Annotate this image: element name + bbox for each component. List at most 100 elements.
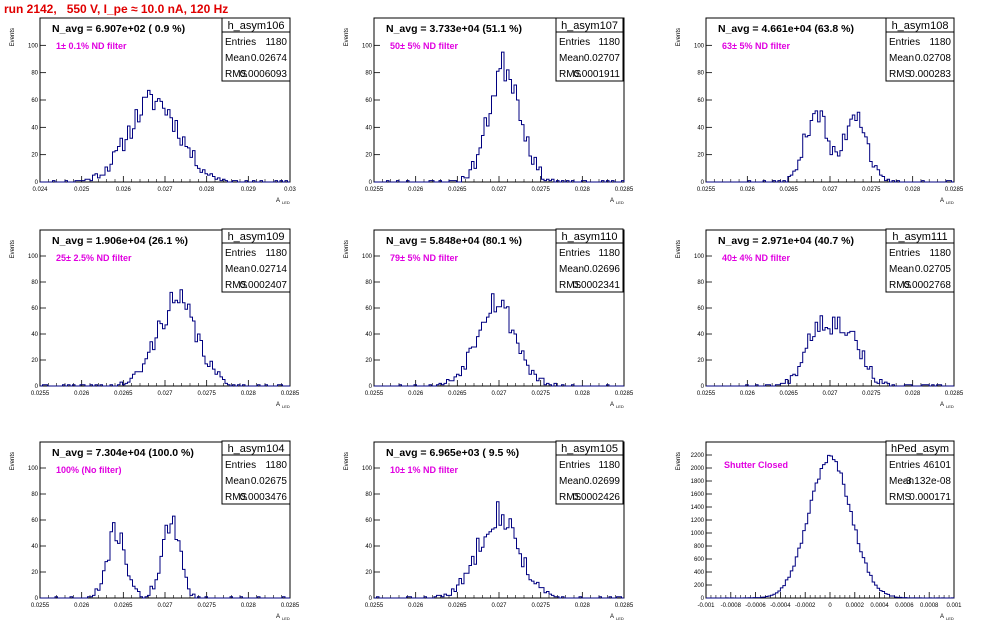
x-tick-label: 0.0285 (615, 391, 634, 397)
y-tick-label: 80 (31, 280, 38, 286)
run-title: run 2142, 550 V, I_pe ≈ 10.0 nA, 120 Hz (4, 2, 229, 16)
y-tick-label: 20 (31, 358, 38, 364)
stats-box-frame (555, 17, 624, 82)
histogram-panel-h_asym106: 0.024 0.025 0.026 0.027 0.028 0.029 0.03 0 20 40 6… (10, 17, 296, 205)
x-tick-label: 0.027 (491, 391, 507, 397)
stats-box: h_asym107 Entries 1180 Mean 0.02707RMS0.0001… (555, 17, 624, 82)
x-tick-label: 0.0265 (448, 603, 467, 609)
n-avg-label: N_avg = 4.661e+04 (63.8 %) (718, 23, 854, 35)
x-tick-label: 0.026 (408, 603, 424, 609)
x-tick-label: 0.0275 (862, 187, 881, 193)
x-tick-label: 0.026 (740, 391, 756, 397)
x-tick-label: 0.0265 (114, 603, 133, 609)
x-tick-label: 0.0004 (870, 603, 889, 609)
x-axis-title: A (940, 614, 944, 620)
x-tick-label: -0.001 (697, 603, 715, 609)
x-tick-label: 0.027 (491, 187, 507, 193)
y-tick-label: 20 (365, 153, 372, 159)
stats-box: h_asym108 Entries 1180 Mean 0.02708RMS0.0002… (885, 17, 955, 82)
x-tick-label: 0.028 (905, 391, 921, 397)
x-tick-label: 0.0285 (281, 603, 300, 609)
y-tick-label: 20 (697, 358, 704, 364)
x-tick-label: 0.0275 (531, 187, 550, 193)
y-axis-title: Events (344, 240, 350, 258)
x-tick-label: 0.0255 (31, 391, 50, 397)
stats-label: RMS (559, 492, 582, 503)
x-tick-label: 0.029 (241, 187, 257, 193)
y-tick-label: 60 (365, 518, 372, 524)
x-tick-label: 0.0006 (895, 603, 914, 609)
stats-label: Entries (559, 37, 590, 48)
x-tick-label: 0 (828, 603, 832, 609)
y-tick-label: 40 (31, 544, 38, 550)
stats-box: hPed_asym Entries 46101 Mean-3.132e-08 RMS0.… (885, 440, 955, 505)
x-tick-label: 0.0275 (862, 391, 881, 397)
x-tick-label: 0.0255 (365, 603, 384, 609)
x-tick-label: 0.0265 (779, 391, 798, 397)
stats-box: h_asym106 Entries 1180 Mean 0.02674RMS0.0006… (221, 17, 291, 82)
stats-label: RMS (889, 492, 912, 503)
filter-annotation: Shutter Closed (724, 460, 788, 470)
filter-annotation: 25± 2.5% ND filter (56, 253, 132, 263)
x-axis-title: A (276, 402, 280, 408)
stats-label: RMS (225, 492, 248, 503)
stats-box: h_asym109 Entries 1180 Mean 0.02714RMS0.0002… (221, 228, 291, 293)
x-axis-title-subscript: LED (282, 404, 290, 409)
x-tick-label: 0.028 (575, 187, 591, 193)
stats-box-frame (221, 17, 291, 82)
x-axis-title: A (276, 198, 280, 204)
stats-value: 0.02707 (584, 53, 621, 64)
x-tick-label: 0.028 (575, 391, 591, 397)
y-tick-label: 100 (28, 43, 39, 49)
y-tick-label: 1200 (691, 518, 705, 524)
y-tick-label: 40 (365, 125, 372, 131)
x-tick-label: 0.027 (822, 391, 838, 397)
histogram-name: h_asym106 (228, 20, 285, 32)
y-tick-label: 20 (31, 570, 38, 576)
stats-value: 1180 (598, 37, 620, 48)
y-tick-label: 1600 (691, 492, 705, 498)
stats-label: RMS (225, 69, 248, 80)
stats-label: Entries (889, 460, 920, 471)
x-axis-title-subscript: LED (616, 616, 624, 621)
y-tick-label: 100 (362, 43, 373, 49)
x-tick-label: 0.025 (74, 187, 90, 193)
histogram-line-hPed_asym (706, 454, 955, 599)
x-tick-label: 0.024 (32, 187, 48, 193)
y-axis-title: Events (676, 452, 682, 470)
y-tick-label: 80 (365, 71, 372, 77)
histogram-panel-h_asym111: 0.0255 0.026 0.0265 0.027 0.0275 0.028 0.0285 0… (676, 228, 964, 409)
histogram-name: h_asym108 (892, 20, 949, 32)
stats-label: RMS (889, 69, 912, 80)
x-tick-label: 0.001 (946, 603, 962, 609)
x-axis-title: A (610, 614, 614, 620)
x-axis-title-subscript: LED (616, 404, 624, 409)
y-tick-label: 80 (365, 280, 372, 286)
n-avg-label: N_avg = 6.907e+02 ( 0.9 %) (52, 23, 185, 35)
y-tick-label: 800 (694, 544, 705, 550)
y-tick-label: 600 (694, 557, 705, 563)
x-tick-label: 0.027 (491, 603, 507, 609)
stats-value: 0.000171 (909, 492, 951, 503)
y-tick-label: 20 (697, 153, 704, 159)
y-axis-title: Events (10, 452, 16, 470)
x-tick-label: -0.0002 (795, 603, 816, 609)
stats-label: Mean (225, 264, 250, 275)
histogram-panel-h_asym108: 0.0255 0.026 0.0265 0.027 0.0275 0.028 0.0285 0… (676, 17, 964, 205)
stats-value: 0.0003476 (240, 492, 288, 503)
stats-label: RMS (559, 280, 582, 291)
x-tick-label: 0.0275 (531, 391, 550, 397)
stats-box: h_asym111 Entries 1180 Mean 0.02705RMS0.0002… (885, 228, 955, 293)
x-tick-label: 0.0265 (448, 187, 467, 193)
stats-value: 0.02705 (915, 264, 952, 275)
stats-value: 0.0002341 (573, 280, 621, 291)
histogram-name: hPed_asym (891, 443, 949, 455)
stats-value: 0.02675 (251, 476, 288, 487)
y-tick-label: 60 (31, 518, 38, 524)
y-tick-label: 60 (697, 306, 704, 312)
n-avg-label: N_avg = 6.965e+03 ( 9.5 %) (386, 447, 519, 459)
stats-label: Mean (889, 53, 914, 64)
y-tick-label: 40 (697, 332, 704, 338)
stats-label: Mean (559, 476, 584, 487)
